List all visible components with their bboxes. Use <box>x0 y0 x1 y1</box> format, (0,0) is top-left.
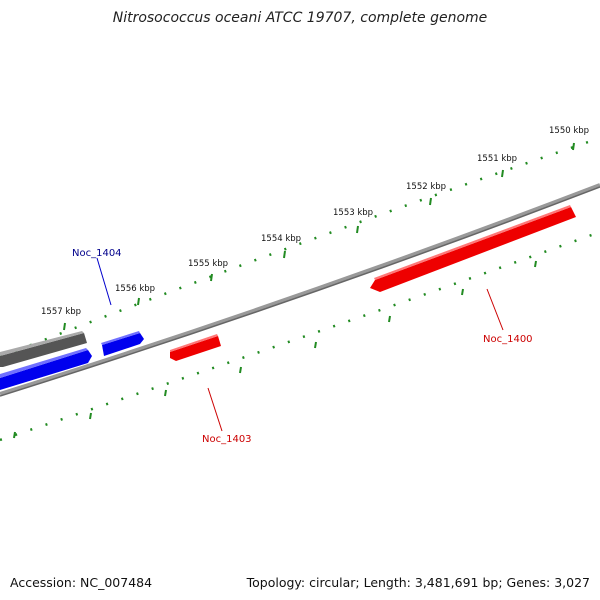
ruler-tick-label: 1555 kbp <box>188 259 228 269</box>
ruler-major-tick <box>534 260 537 268</box>
noc-1403-leader <box>207 387 223 432</box>
ruler-tick-label: 1553 kbp <box>333 208 373 218</box>
outer-ruler-track <box>0 136 600 359</box>
ruler-major-tick <box>283 250 286 259</box>
ruler-tick-label: 1552 kbp <box>406 182 446 192</box>
noc-1400-leader <box>486 288 504 331</box>
gene-feature-noc-1400[interactable] <box>370 205 576 292</box>
noc-1403-label[interactable]: Noc_1403 <box>202 434 252 445</box>
ruler-major-tick <box>164 389 167 397</box>
ruler-major-tick <box>572 142 575 151</box>
genome-backbone <box>0 183 600 396</box>
gene-feature-gray[interactable] <box>0 331 87 367</box>
ruler-major-tick <box>461 288 464 296</box>
ruler-major-tick <box>429 197 432 206</box>
ruler-major-tick <box>89 412 92 420</box>
ruler-major-tick <box>210 273 213 282</box>
ruler-major-tick <box>63 322 66 331</box>
ruler-tick-label: 1551 kbp <box>477 154 517 164</box>
gene-feature-noc-1404[interactable] <box>101 331 144 356</box>
ruler-major-tick <box>13 431 16 439</box>
ruler-tick-label: 1550 kbp <box>549 126 589 136</box>
ruler-major-tick <box>137 297 140 306</box>
ruler-major-tick <box>239 366 242 374</box>
noc-1404-label[interactable]: Noc_1404 <box>72 248 122 259</box>
ruler-major-tick <box>356 225 359 234</box>
gene-feature-noc-1403[interactable] <box>170 334 221 361</box>
ruler-tick-label: 1556 kbp <box>115 284 155 294</box>
ruler-major-tick <box>388 315 391 323</box>
ruler-tick-label: 1554 kbp <box>261 234 301 244</box>
map-title: Nitrosococcus oceani ATCC 19707, complet… <box>112 10 488 26</box>
genome-backbone-shade <box>0 186 600 397</box>
noc-1404-leader <box>96 257 112 306</box>
ruler-tick-label: 1557 kbp <box>41 307 81 317</box>
genome-summary-text: Topology: circular; Length: 3,481,691 bp… <box>246 575 590 590</box>
ruler-major-tick <box>501 169 504 178</box>
outer-ruler: 1550 kbp 1551 kbp 1552 kbp 1553 kbp 1554… <box>0 126 600 359</box>
inner-ruler <box>0 230 600 442</box>
gene-feature-blue-long[interactable] <box>0 348 92 390</box>
ruler-major-tick <box>314 341 317 349</box>
accession-text: Accession: NC_007484 <box>10 575 153 590</box>
inner-ruler-track <box>0 230 600 442</box>
noc-1400-label[interactable]: Noc_1400 <box>483 334 533 345</box>
